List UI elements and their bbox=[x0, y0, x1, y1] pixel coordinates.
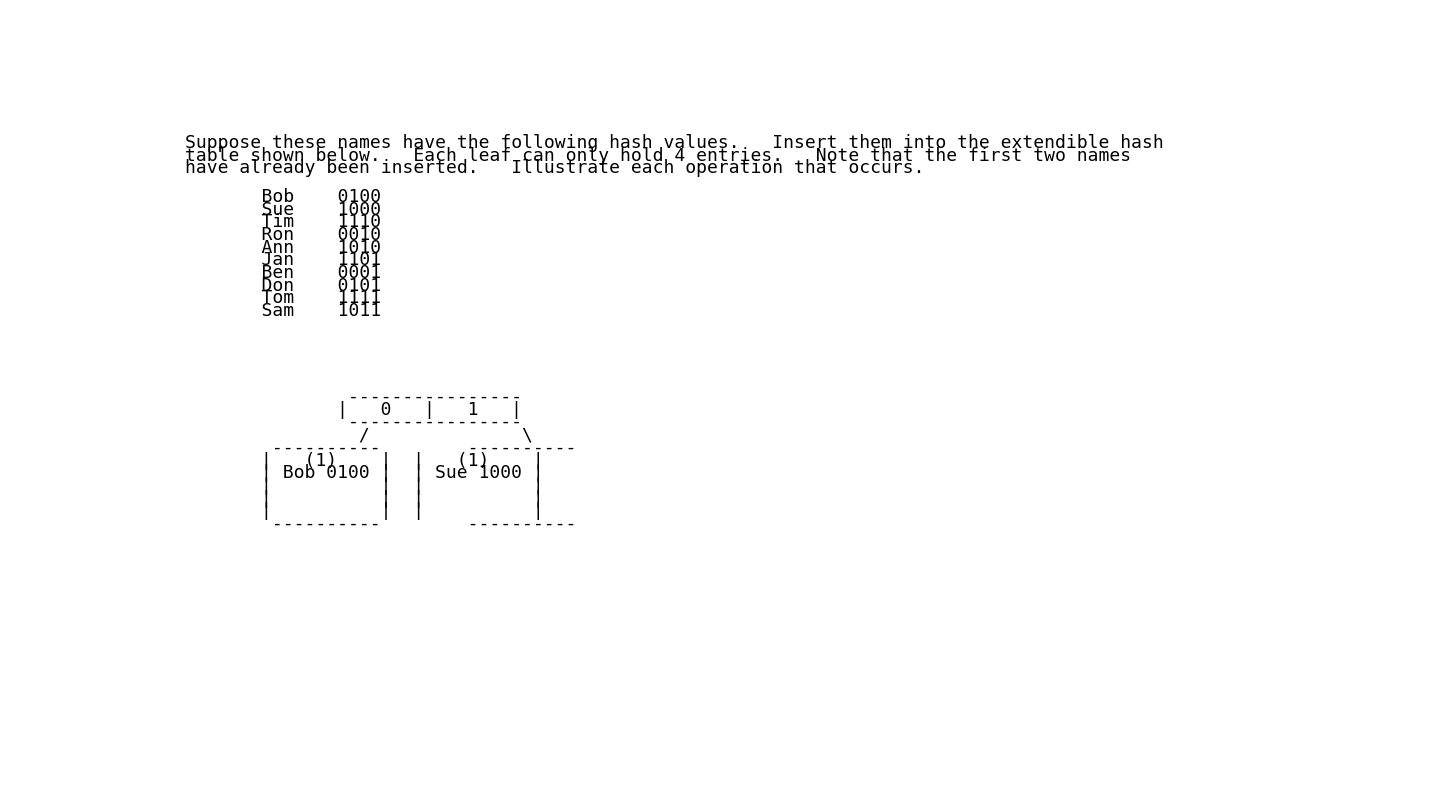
Text: ----------------: ---------------- bbox=[261, 414, 522, 431]
Text: Ben    0001: Ben 0001 bbox=[218, 264, 381, 282]
Text: ----------        ----------: ---------- ---------- bbox=[261, 439, 576, 457]
Text: Ron    0010: Ron 0010 bbox=[218, 226, 381, 244]
Text: Sue    1000: Sue 1000 bbox=[218, 200, 381, 218]
Text: Don    0101: Don 0101 bbox=[218, 277, 381, 295]
Text: Tim    1110: Tim 1110 bbox=[218, 213, 381, 231]
Text: table shown below.   Each leaf can only hold 4 entries.   Note that the first tw: table shown below. Each leaf can only ho… bbox=[185, 146, 1131, 165]
Text: Ann    1010: Ann 1010 bbox=[218, 238, 381, 257]
Text: |          |  |          |: | | | | bbox=[261, 477, 543, 495]
Text: Tom    1111: Tom 1111 bbox=[218, 289, 381, 308]
Text: |          |  |          |: | | | | bbox=[261, 503, 543, 520]
Text: have already been inserted.   Illustrate each operation that occurs.: have already been inserted. Illustrate e… bbox=[185, 159, 925, 177]
Text: Jan    1101: Jan 1101 bbox=[218, 251, 381, 269]
Text: Bob    0100: Bob 0100 bbox=[218, 187, 381, 206]
Text: | Bob 0100 |  | Sue 1000 |: | Bob 0100 | | Sue 1000 | bbox=[261, 465, 543, 482]
Text: ----------        ----------: ---------- ---------- bbox=[261, 515, 576, 533]
Text: /              \: / \ bbox=[261, 426, 532, 444]
Text: |   (1)    |  |   (1)    |: | (1) | | (1) | bbox=[261, 452, 543, 469]
Text: |          |  |          |: | | | | bbox=[261, 490, 543, 507]
Text: Suppose these names have the following hash values.   Insert them into the exten: Suppose these names have the following h… bbox=[185, 134, 1164, 152]
Text: Sam    1011: Sam 1011 bbox=[218, 302, 381, 320]
Text: |   0   |   1   |: | 0 | 1 | bbox=[261, 401, 522, 419]
Text: ----------------: ---------------- bbox=[261, 388, 522, 406]
